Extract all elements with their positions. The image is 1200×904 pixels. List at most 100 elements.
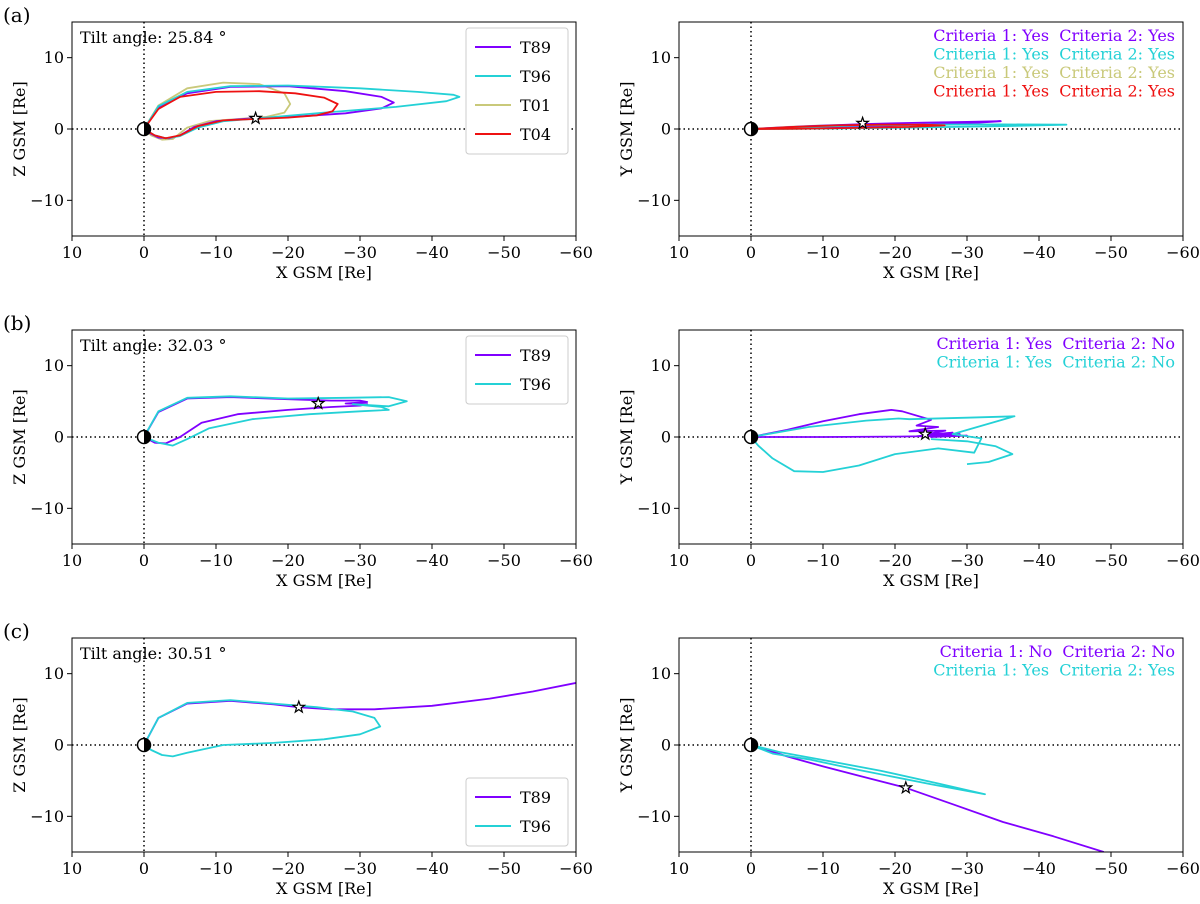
x-tick-label: 10 bbox=[62, 551, 82, 570]
earth-night-side bbox=[144, 122, 151, 136]
plot-b-xz: 10 0 −10 −20 −30 −40 −50 −60 −10 0 10 X GSM [Re] Z G… bbox=[10, 329, 593, 590]
legend-label-t04: T04 bbox=[520, 125, 551, 144]
x-tick-label: −40 bbox=[1022, 859, 1056, 878]
x-tick-label: −60 bbox=[1166, 243, 1200, 262]
earth-night-side bbox=[751, 430, 758, 444]
tilt-angle-annotation: Tilt angle: 25.84 ° bbox=[80, 28, 226, 47]
plot-a-xz: 10 0 −10 −20 −30 −40 −50 −60 −10 0 10 X GSM [Re] Z G… bbox=[10, 21, 593, 282]
y-tick-label: −10 bbox=[30, 807, 64, 826]
y-tick-label: 10 bbox=[651, 664, 671, 683]
legend-label-t89: T89 bbox=[520, 346, 551, 365]
legend: T89 T96 bbox=[465, 335, 569, 405]
tilt-angle-annotation: Tilt angle: 32.03 ° bbox=[80, 336, 226, 355]
y-axis-label: Y GSM [Re] bbox=[617, 82, 636, 178]
x-tick-label: −10 bbox=[199, 551, 233, 570]
y-tick-label: 0 bbox=[661, 736, 671, 755]
x-tick-label: −10 bbox=[806, 551, 840, 570]
earth-night-side bbox=[751, 122, 758, 136]
x-axis-label: X GSM [Re] bbox=[883, 571, 979, 590]
x-tick-label: 0 bbox=[746, 551, 756, 570]
star-marker-icon bbox=[310, 395, 326, 410]
x-tick-label: −60 bbox=[559, 859, 593, 878]
plot-b-xy: 10 0 −10 −20 −30 −40 −50 −60 −10 0 10 X GSM [Re] Y G… bbox=[617, 329, 1200, 590]
x-tick-label: −30 bbox=[950, 859, 984, 878]
legend-label-t96: T96 bbox=[520, 67, 551, 86]
y-tick-label: 0 bbox=[661, 120, 671, 139]
x-tick-label: −30 bbox=[343, 551, 377, 570]
x-tick-label: −20 bbox=[878, 551, 912, 570]
x-tick-label: −50 bbox=[487, 243, 521, 262]
criteria-text-t01: Criteria 1: Yes Criteria 2: Yes bbox=[933, 63, 1175, 82]
y-tick-label: −10 bbox=[637, 499, 671, 518]
x-axis-label: X GSM [Re] bbox=[883, 879, 979, 898]
x-tick-label: 0 bbox=[139, 551, 149, 570]
x-tick-label: 0 bbox=[746, 243, 756, 262]
y-tick-label: 10 bbox=[44, 664, 64, 683]
criteria-text-t89: Criteria 1: Yes Criteria 2: No bbox=[936, 334, 1175, 353]
x-tick-label: −40 bbox=[415, 551, 449, 570]
criteria-text-t89: Criteria 1: Yes Criteria 2: Yes bbox=[933, 26, 1175, 45]
x-tick-label: −10 bbox=[199, 859, 233, 878]
star-marker-icon bbox=[917, 426, 933, 441]
x-tick-label: −60 bbox=[1166, 551, 1200, 570]
series-line-t04-3 bbox=[143, 90, 339, 140]
y-tick-label: −10 bbox=[637, 191, 671, 210]
x-tick-label: 0 bbox=[746, 859, 756, 878]
x-axis-label: X GSM [Re] bbox=[276, 571, 372, 590]
panel-label-b: (b) bbox=[3, 311, 31, 335]
y-tick-label: 0 bbox=[54, 120, 64, 139]
x-tick-label: −60 bbox=[559, 243, 593, 262]
y-axis-label: Y GSM [Re] bbox=[617, 698, 636, 794]
star-marker-icon bbox=[291, 699, 307, 714]
x-tick-label: −50 bbox=[1094, 859, 1128, 878]
earth-night-side bbox=[144, 738, 151, 752]
x-tick-label: −40 bbox=[415, 243, 449, 262]
x-tick-label: −30 bbox=[343, 243, 377, 262]
x-tick-label: −60 bbox=[559, 551, 593, 570]
plot-c-xy: 10 0 −10 −20 −30 −40 −50 −60 −10 0 10 X GSM [Re] Y G… bbox=[617, 637, 1200, 898]
series-line-t89-0 bbox=[750, 744, 1105, 852]
series-line-t96-1 bbox=[750, 744, 986, 796]
x-tick-label: −20 bbox=[878, 243, 912, 262]
x-tick-label: −20 bbox=[271, 243, 305, 262]
criteria-text-t96: Criteria 1: Yes Criteria 2: Yes bbox=[933, 661, 1175, 680]
x-tick-label: −10 bbox=[806, 243, 840, 262]
x-tick-label: 10 bbox=[62, 243, 82, 262]
criteria-text-t96: Criteria 1: Yes Criteria 2: No bbox=[936, 353, 1175, 372]
series-line-t01-0 bbox=[143, 81, 292, 141]
y-axis-label: Y GSM [Re] bbox=[617, 390, 636, 486]
panel-label-a: (a) bbox=[3, 3, 31, 27]
y-tick-label: 0 bbox=[661, 428, 671, 447]
x-tick-label: 0 bbox=[139, 859, 149, 878]
series-line-t96-2 bbox=[930, 438, 1014, 465]
series-line-t04-3 bbox=[750, 123, 946, 130]
legend-label-t89: T89 bbox=[520, 38, 551, 57]
legend-label-t96: T96 bbox=[520, 817, 551, 836]
earth-night-side bbox=[751, 738, 758, 752]
plot-area bbox=[72, 638, 576, 852]
x-tick-label: −20 bbox=[878, 859, 912, 878]
star-marker-icon bbox=[855, 115, 871, 130]
legend-label-t01: T01 bbox=[520, 96, 551, 115]
y-axis-label: Z GSM [Re] bbox=[10, 389, 29, 484]
legend-box bbox=[465, 335, 569, 405]
plot-area bbox=[679, 22, 1183, 236]
x-tick-label: −30 bbox=[950, 551, 984, 570]
criteria-text-t04: Criteria 1: Yes Criteria 2: Yes bbox=[933, 82, 1175, 101]
y-axis-label: Z GSM [Re] bbox=[10, 81, 29, 176]
legend-box bbox=[465, 27, 569, 155]
legend-label-t89: T89 bbox=[520, 788, 551, 807]
legend-label-t96: T96 bbox=[520, 375, 551, 394]
x-axis-label: X GSM [Re] bbox=[276, 263, 372, 282]
tilt-angle-annotation: Tilt angle: 30.51 ° bbox=[80, 644, 226, 663]
y-tick-label: −10 bbox=[637, 807, 671, 826]
x-tick-label: −20 bbox=[271, 859, 305, 878]
x-tick-label: −30 bbox=[950, 243, 984, 262]
legend: T89 T96 T01 T04 bbox=[465, 27, 569, 155]
plot-a-xy: 10 0 −10 −20 −30 −40 −50 −60 −10 0 10 X GSM [Re] Y G… bbox=[617, 21, 1200, 282]
x-tick-label: 10 bbox=[669, 551, 689, 570]
x-tick-label: 10 bbox=[62, 859, 82, 878]
y-axis-label: Z GSM [Re] bbox=[10, 697, 29, 792]
x-tick-label: 10 bbox=[669, 243, 689, 262]
